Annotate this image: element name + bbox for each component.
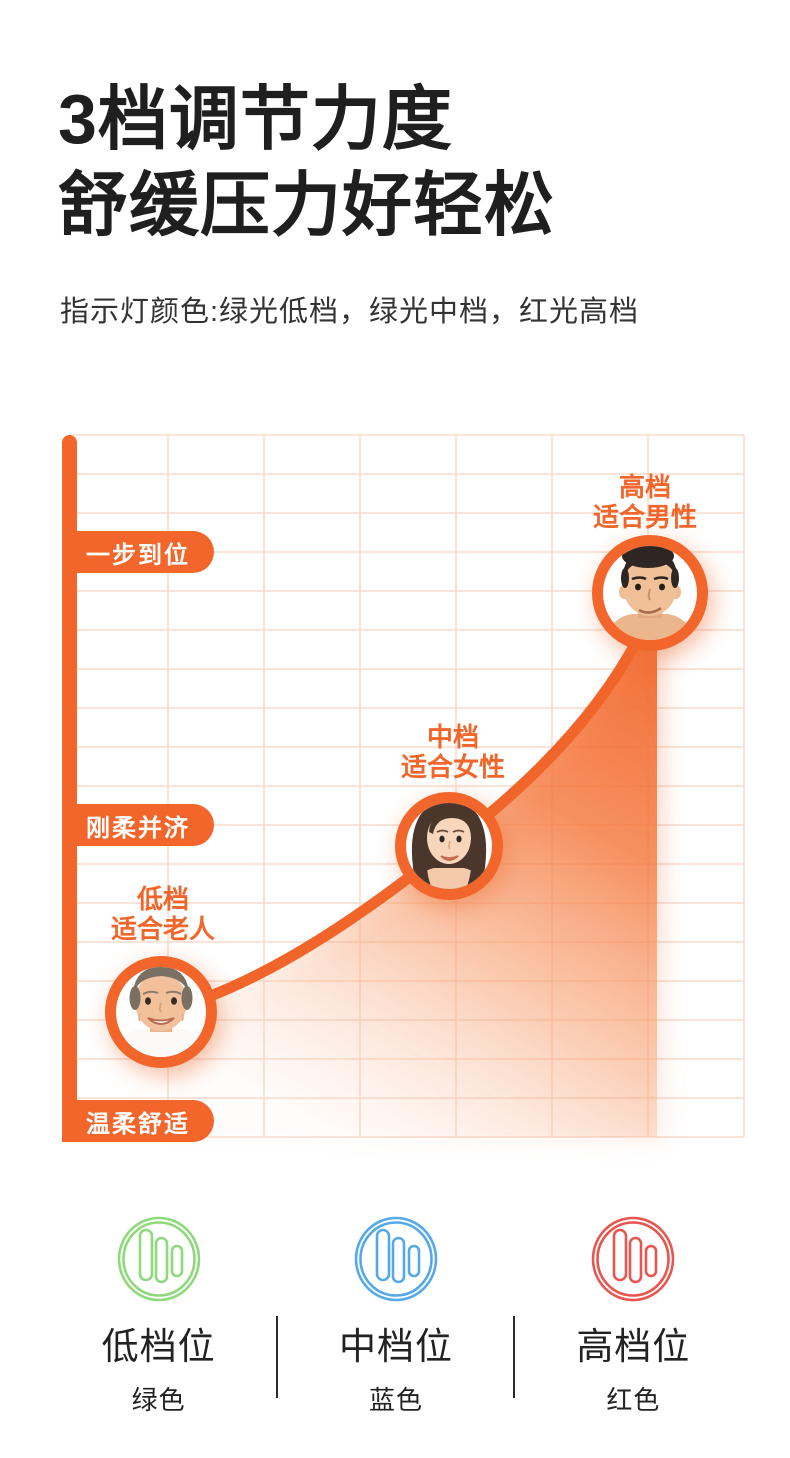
avatar-elderly-woman (116, 967, 206, 1057)
point-low (105, 956, 217, 1068)
axis-pill-bottom-label: 温柔舒适 (86, 1110, 190, 1138)
intensity-curve (155, 610, 655, 1018)
axis-pill-bottom: 温柔舒适 (62, 1100, 214, 1142)
mid-level-audience: 适合女性 (400, 752, 505, 782)
mid-level-name: 中档 (426, 722, 479, 752)
avatar-man (606, 546, 694, 640)
label-high-level: 高档 适合男性 (560, 472, 730, 532)
axis-pill-top-label: 一步到位 (86, 541, 190, 569)
high-level-audience: 适合男性 (592, 502, 697, 532)
title-line-1: 3档调节力度 (58, 80, 453, 158)
title-line-2: 舒缓压力好轻松 (58, 166, 555, 244)
legend-low-color-name: 绿色 (131, 1385, 186, 1415)
y-axis-bar (62, 435, 77, 1142)
level-mid-indicator-icon (354, 1216, 438, 1302)
low-level-name: 低档 (136, 884, 189, 914)
axis-pill-middle-label: 刚柔并济 (86, 814, 190, 842)
legend-item-high: 高档位 红色 (515, 1216, 752, 1417)
legend-mid-color-name: 蓝色 (368, 1385, 423, 1415)
low-level-audience: 适合老人 (110, 914, 215, 944)
high-level-name: 高档 (618, 472, 671, 502)
point-mid (395, 792, 503, 900)
legend-divider-left (276, 1316, 278, 1398)
avatar-young-woman (411, 803, 487, 889)
page-title: 3档调节力度 舒缓压力好轻松 (58, 76, 555, 248)
axis-pill-middle: 刚柔并济 (62, 804, 214, 846)
legend-item-low: 低档位 绿色 (40, 1216, 277, 1417)
legend-low-label: 低档位 (101, 1326, 216, 1367)
level-high-indicator-icon (592, 1216, 675, 1302)
level-low-indicator-icon (117, 1216, 200, 1302)
intensity-area (161, 616, 657, 1137)
label-mid-level: 中档 适合女性 (368, 722, 538, 782)
point-high (592, 535, 708, 651)
legend-high-label: 高档位 (576, 1326, 691, 1367)
legend-high-color-name: 红色 (606, 1385, 661, 1415)
label-low-level: 低档 适合老人 (78, 884, 248, 944)
axis-pill-top: 一步到位 (62, 531, 214, 573)
gear-legend: 低档位 绿色 中档位 蓝色 (40, 1216, 752, 1417)
indicator-light-note: 指示灯颜色:绿光低档，绿光中档，红光高档 (60, 296, 640, 328)
legend-mid-label: 中档位 (338, 1326, 453, 1367)
legend-divider-right (513, 1316, 515, 1398)
legend-item-mid: 中档位 蓝色 (277, 1216, 514, 1417)
